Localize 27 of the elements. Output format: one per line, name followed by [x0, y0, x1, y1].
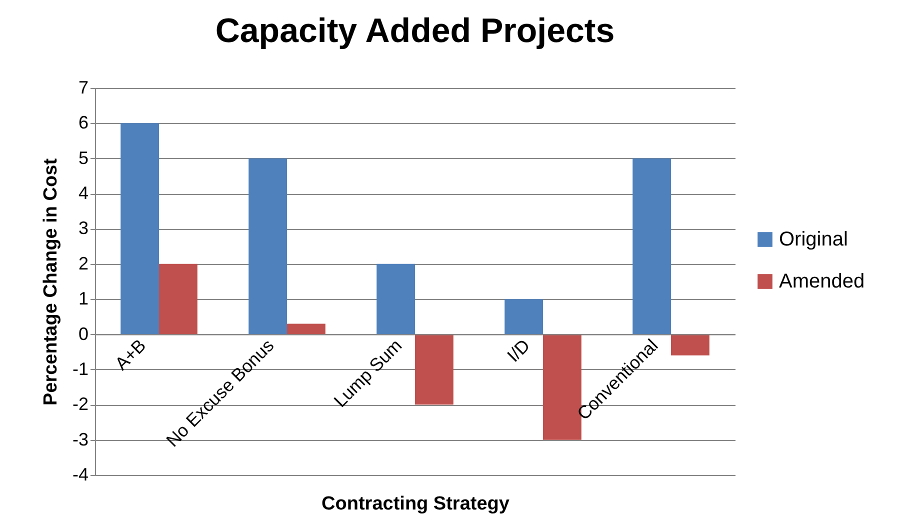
- bar: [159, 264, 198, 334]
- bar: [120, 123, 159, 334]
- legend-label: Amended: [779, 270, 865, 292]
- y-tick-label: -2: [72, 394, 88, 414]
- bar: [632, 158, 671, 334]
- legend-label: Original: [779, 228, 848, 250]
- y-tick-label: -1: [72, 358, 88, 379]
- bar: [415, 334, 454, 405]
- y-tick-label: 3: [78, 218, 88, 238]
- x-axis-title: Contracting Strategy: [322, 494, 510, 515]
- chart-title: Capacity Added Projects: [215, 12, 615, 50]
- bar: [504, 299, 543, 334]
- bar: [671, 334, 710, 356]
- y-tick-label: 4: [78, 183, 88, 204]
- y-tick-label: 5: [78, 148, 88, 168]
- bar: [376, 264, 415, 334]
- y-tick-label: 0: [78, 324, 88, 344]
- y-tick-label: 7: [78, 78, 88, 98]
- y-axis-title: Percentage Change in Cost: [40, 158, 62, 406]
- y-tick-label: -4: [72, 464, 88, 484]
- y-tick-label: -3: [72, 429, 88, 450]
- bar: [248, 158, 287, 334]
- y-tick-label: 2: [78, 253, 88, 274]
- x-tick-label: I/D: [503, 335, 534, 366]
- y-tick-label: 1: [78, 288, 88, 309]
- bar: [287, 324, 326, 334]
- y-tick-label: 6: [78, 112, 88, 133]
